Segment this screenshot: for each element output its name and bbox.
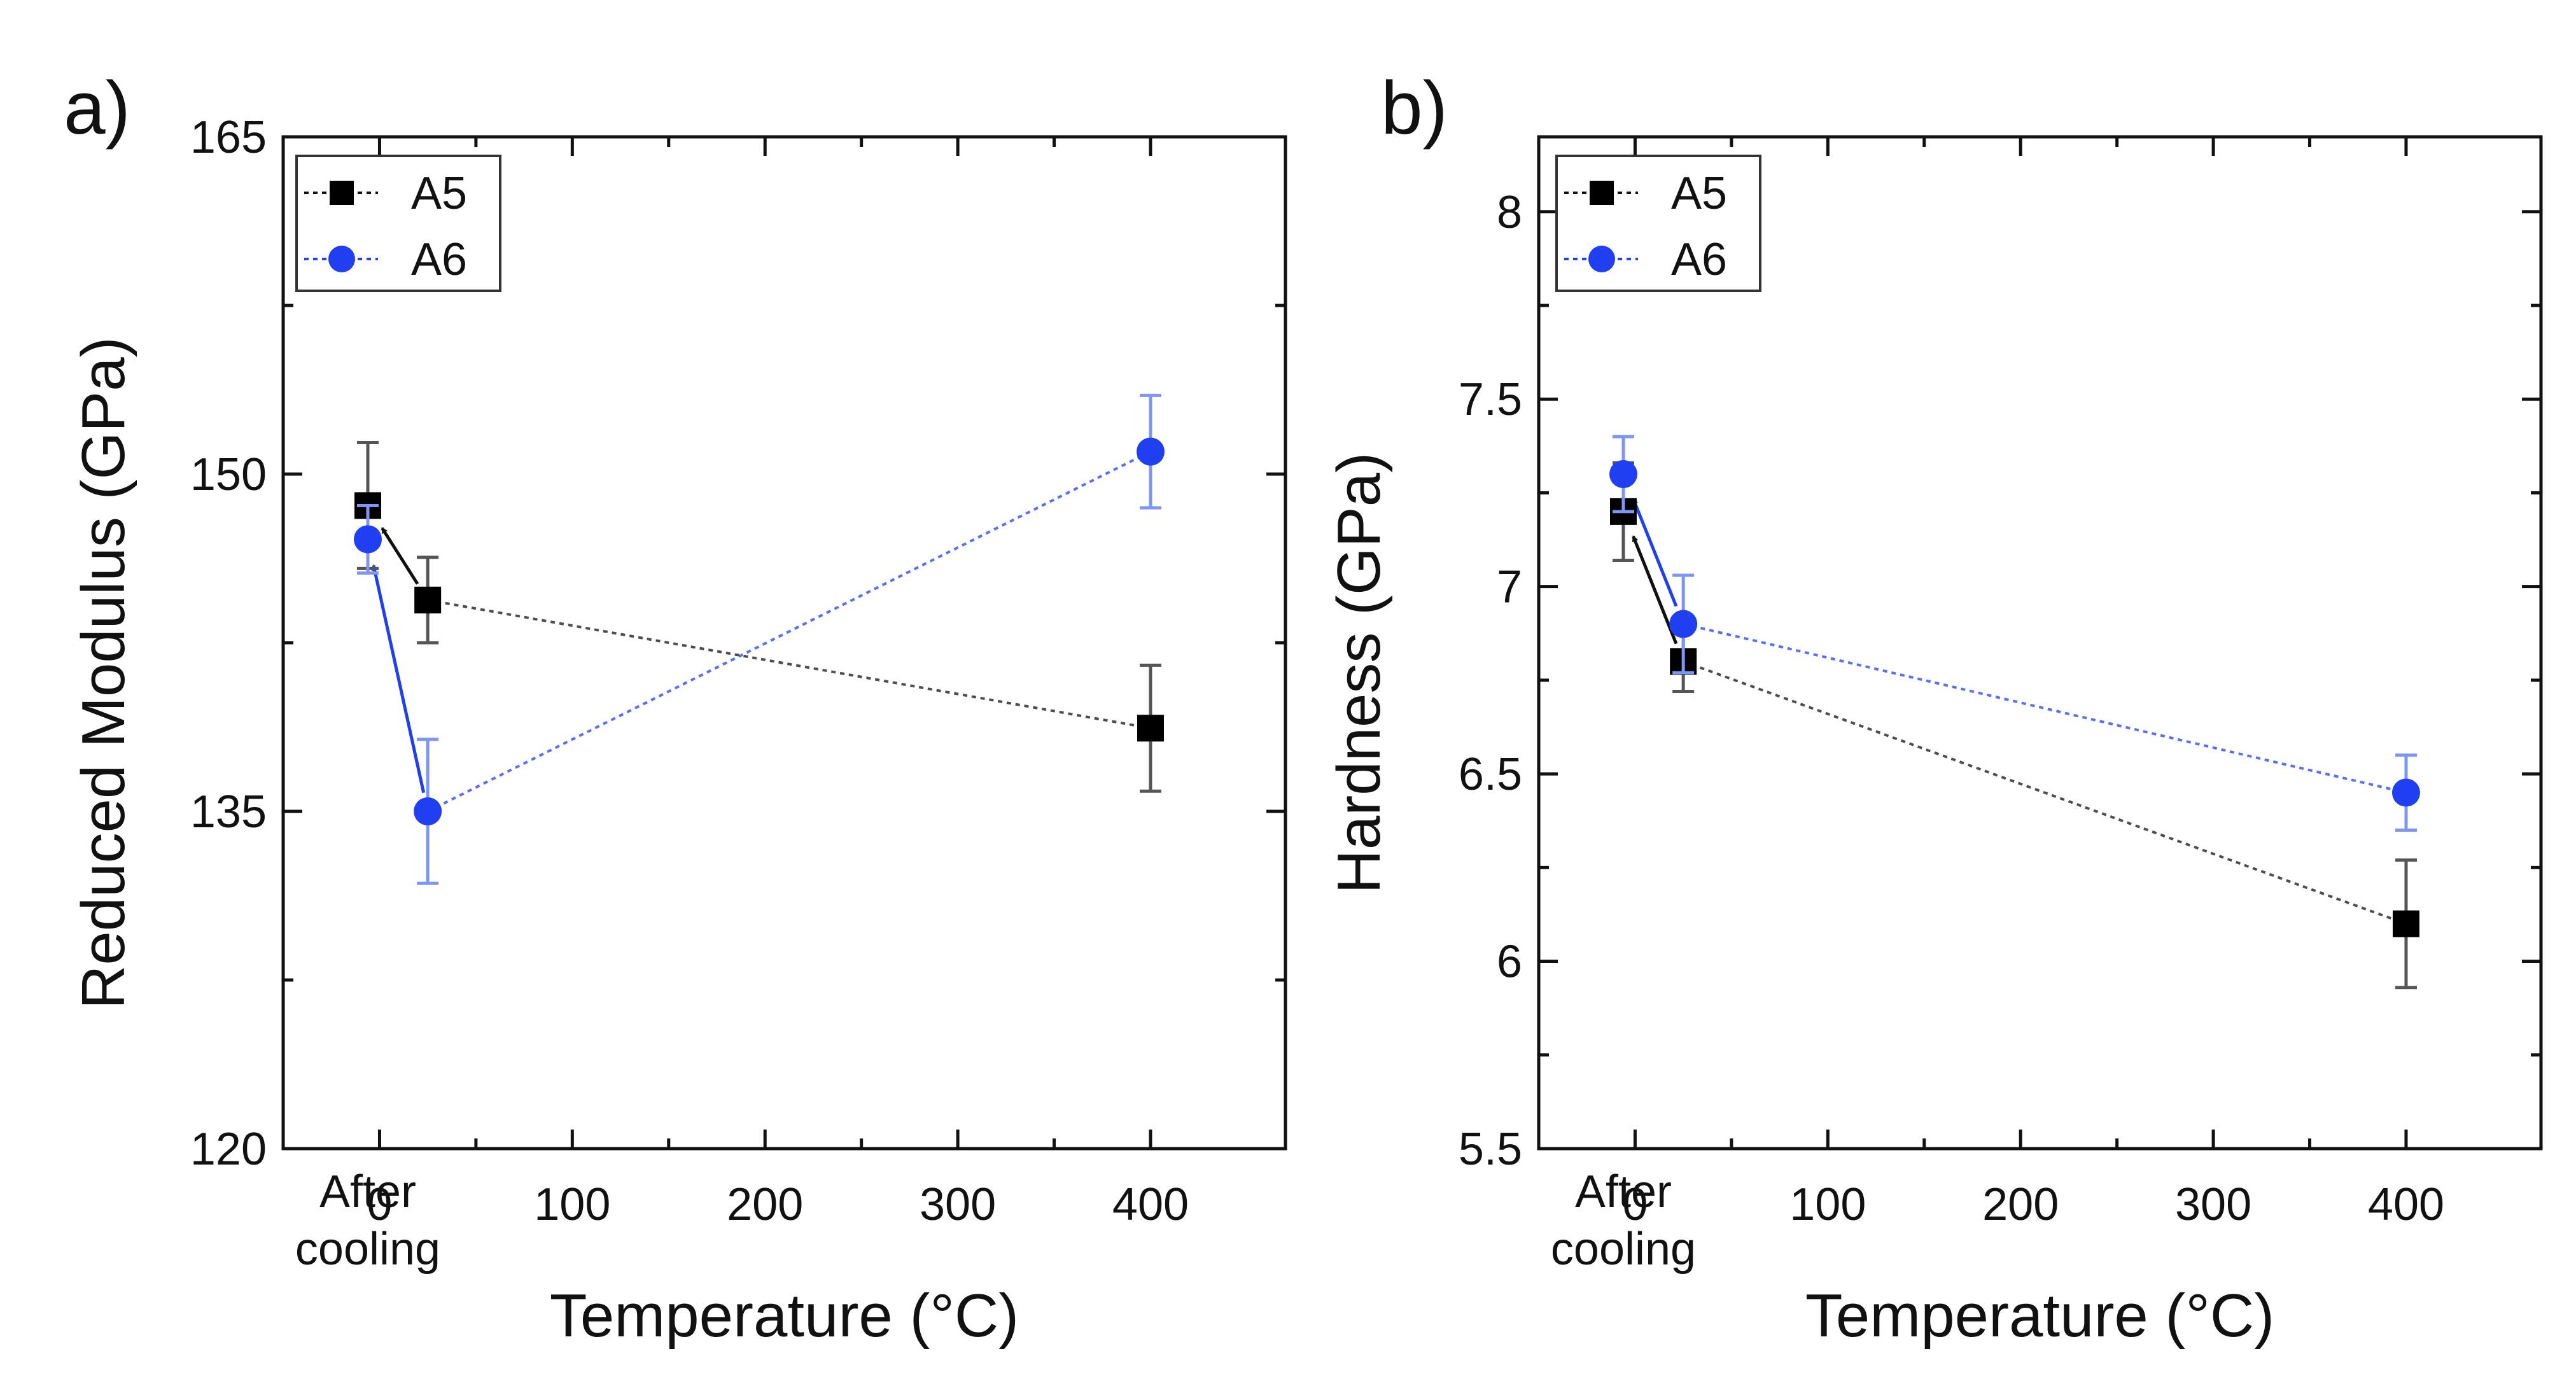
y-tick-label: 7.5 [1459,374,1522,425]
trend-arrow-a6 [1632,498,1678,607]
data-point-circle [2391,778,2420,807]
data-point-circle [414,797,442,825]
y-axis-title: Reduced Modulus (GPa) [69,337,137,1009]
y-tick-label: 8 [1497,187,1522,238]
trend-arrow-a6 [371,564,426,794]
x-tick-label: 400 [1112,1179,1189,1230]
y-tick-label: 165 [190,112,267,163]
legend-label-a6: A6 [411,234,467,285]
panel-a: a) 0 100 200 300 400 120 135 150 165 After cooling… [64,66,1287,1350]
y-tick-label: 150 [190,449,267,500]
x-tick-label: 300 [2175,1179,2251,1230]
data-point-square [2392,910,2419,937]
panel-b: b) 0 100 200 300 400 5.5 6 6.5 7 7.5 8 After cooling… [1325,66,2543,1350]
series-line-a6 [427,450,1151,813]
y-axis-title: Hardness (GPa) [1325,452,1393,894]
y-tick-label: 6.5 [1459,749,1522,800]
legend-marker-circle [328,246,355,272]
after-cooling-label: After [319,1166,416,1217]
legend-box [1555,155,1761,292]
y-tick-label: 5.5 [1459,1124,1522,1175]
legend-box [295,155,501,292]
series-line-a5 [427,598,1151,730]
x-tick-label: 0 [1622,1179,1648,1230]
panel-label: a) [64,66,130,150]
x-tick-label: 200 [1982,1179,2059,1230]
trend-arrow-a5 [381,527,419,585]
data-point-square [1137,715,1164,742]
series-line-a6 [1683,622,2407,794]
y-tick-label: 135 [190,787,267,837]
x-tick-label: 400 [2368,1179,2444,1230]
data-point-circle [1669,610,1698,638]
after-cooling-label: cooling [1551,1224,1696,1275]
legend-marker-circle [1588,246,1615,272]
series-line-a5 [1683,660,2407,925]
x-axis-title: Temperature (°C) [1805,1282,2274,1350]
x-tick-label: 100 [1789,1179,1866,1230]
x-tick-label: 0 [367,1179,392,1230]
legend-label-a6: A6 [1671,234,1727,285]
x-tick-label: 200 [727,1179,803,1230]
data-point-square [414,586,442,613]
after-cooling-label: After [1575,1166,1672,1217]
legend-label-a5: A5 [411,168,467,219]
x-tick-label: 100 [534,1179,610,1230]
panel-label: b) [1381,66,1448,150]
legend-marker-square [330,181,354,205]
trend-arrow-a5 [1632,535,1678,645]
y-tick-label: 7 [1497,562,1522,613]
data-point-circle [1609,460,1637,488]
after-cooling-label: cooling [295,1224,440,1275]
x-axis-title: Temperature (°C) [550,1282,1019,1350]
legend-marker-square [1590,181,1614,205]
data-point-circle [354,525,382,554]
y-tick-label: 6 [1497,937,1522,988]
x-tick-label: 300 [920,1179,996,1230]
data-point-circle [1136,437,1165,466]
legend-label-a5: A5 [1671,168,1727,219]
y-tick-label: 120 [190,1124,267,1175]
plot-frame [1537,135,2543,1151]
